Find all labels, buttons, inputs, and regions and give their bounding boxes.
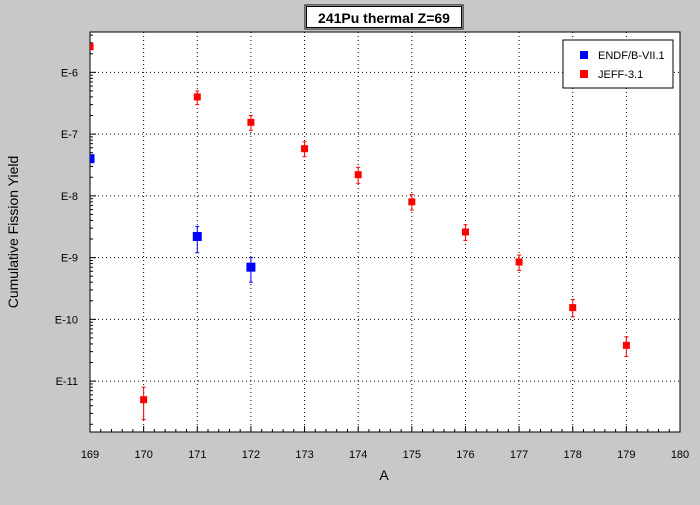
x-tick-label: 172 bbox=[242, 449, 260, 461]
legend-label-jeff: JEFF-3.1 bbox=[598, 69, 643, 81]
data-point bbox=[140, 396, 148, 404]
data-point bbox=[569, 304, 577, 312]
plot-frame bbox=[89, 31, 681, 433]
data-point bbox=[192, 231, 202, 241]
y-tick-label: E-6 bbox=[61, 67, 78, 79]
axes: 169 170 171 172 173 174 175 176 177 178 179 180 E-11… bbox=[55, 31, 689, 461]
x-tick-label: 171 bbox=[188, 449, 206, 461]
data-point bbox=[622, 341, 630, 349]
x-tick-label: 170 bbox=[134, 449, 152, 461]
legend-swatch-endf bbox=[580, 51, 588, 59]
data-point bbox=[461, 228, 469, 236]
y-tick-label: E-9 bbox=[61, 253, 78, 265]
x-tick-label: 179 bbox=[617, 449, 635, 461]
data-point bbox=[301, 145, 309, 153]
y-tick-label: E-8 bbox=[61, 191, 78, 203]
data-points bbox=[90, 43, 630, 420]
data-point bbox=[90, 43, 94, 51]
data-point bbox=[408, 198, 416, 206]
x-tick-label: 180 bbox=[671, 449, 689, 461]
data-point bbox=[246, 262, 256, 272]
x-tick-label: 176 bbox=[456, 449, 474, 461]
y-tick-label: E-7 bbox=[61, 129, 78, 141]
x-tick-label: 177 bbox=[510, 449, 528, 461]
plot-area bbox=[90, 32, 680, 432]
data-point bbox=[247, 118, 255, 126]
data-point bbox=[354, 171, 362, 179]
chart-title: 241Pu thermal Z=69 bbox=[318, 10, 450, 26]
data-point bbox=[515, 258, 523, 266]
legend-label-endf: ENDF/B-VII.1 bbox=[598, 50, 665, 62]
legend: ENDF/B-VII.1 JEFF-3.1 bbox=[562, 39, 674, 89]
x-tick-label: 174 bbox=[349, 449, 367, 461]
y-tick-label: E-11 bbox=[56, 376, 78, 388]
x-tick-label: 173 bbox=[295, 449, 313, 461]
x-tick-label: 178 bbox=[564, 449, 582, 461]
data-point bbox=[193, 93, 201, 101]
x-axis-label: A bbox=[379, 467, 389, 483]
y-axis-label: Cumulative Fission Yield bbox=[5, 156, 21, 309]
legend-swatch-jeff bbox=[580, 70, 588, 78]
x-tick-label: 175 bbox=[403, 449, 421, 461]
y-tick-label: E-10 bbox=[55, 314, 78, 326]
chart-title-box: 241Pu thermal Z=69 bbox=[304, 4, 464, 30]
data-point bbox=[90, 154, 95, 164]
x-tick-label: 169 bbox=[81, 449, 99, 461]
